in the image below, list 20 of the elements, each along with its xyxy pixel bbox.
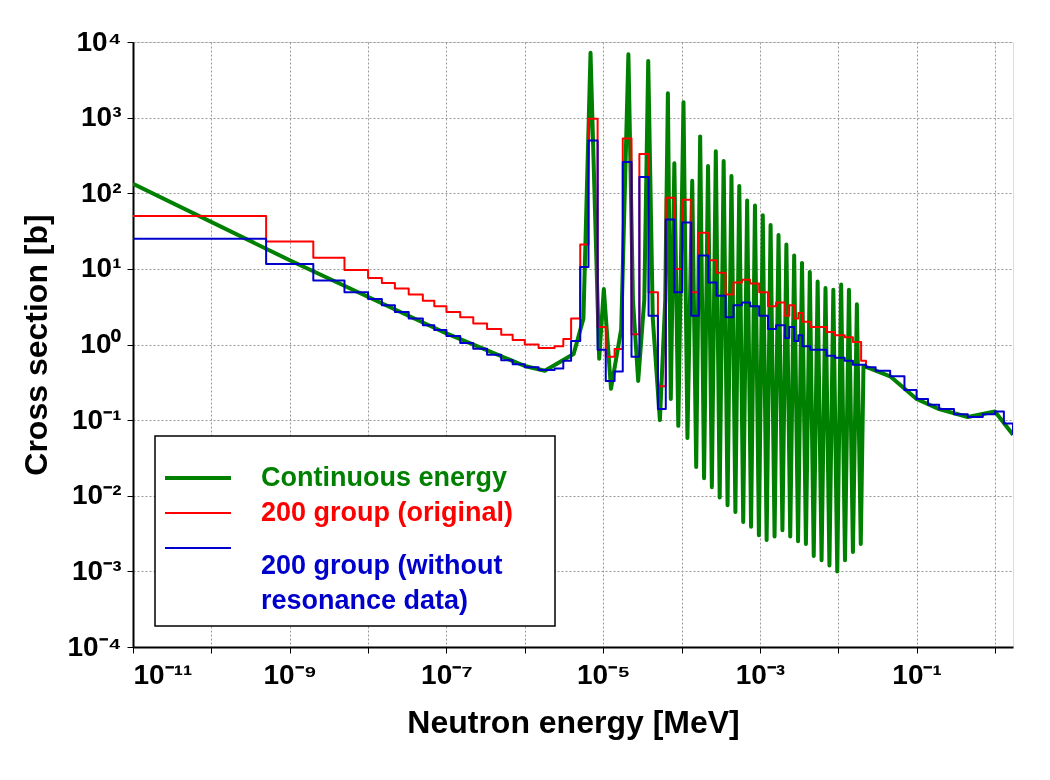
y-tick-label: 10¹ [81, 252, 122, 284]
y-tick-label: 10⁻¹ [72, 403, 122, 435]
x-tick-label: 10⁻¹¹ [133, 658, 193, 690]
legend-label: Continuous energy [261, 462, 508, 492]
y-axis-title: Cross section [b] [17, 214, 54, 476]
x-tick-label: 10⁻⁵ [577, 658, 631, 690]
x-tick-label: 10⁻¹ [892, 658, 942, 690]
y-tick-label: 10⁰ [80, 328, 122, 359]
y-tick-label: 10⁻⁴ [67, 630, 122, 662]
y-tick-label: 10² [81, 176, 122, 208]
legend-label: 200 group (original) [261, 497, 514, 527]
y-tick-label: 10⁴ [76, 25, 122, 57]
x-tick-label: 10⁻⁷ [421, 658, 473, 690]
y-tick-label: 10³ [81, 101, 122, 133]
y-tick-label: 10⁻³ [72, 554, 122, 586]
y-tick-label: 10⁻² [72, 479, 122, 511]
x-axis-title: Neutron energy [MeV] [407, 703, 740, 740]
text: 200 group (without resonance data) [261, 549, 503, 615]
x-tick-label: 10⁻⁹ [263, 658, 317, 690]
x-tick-label: 10⁻³ [735, 658, 786, 690]
